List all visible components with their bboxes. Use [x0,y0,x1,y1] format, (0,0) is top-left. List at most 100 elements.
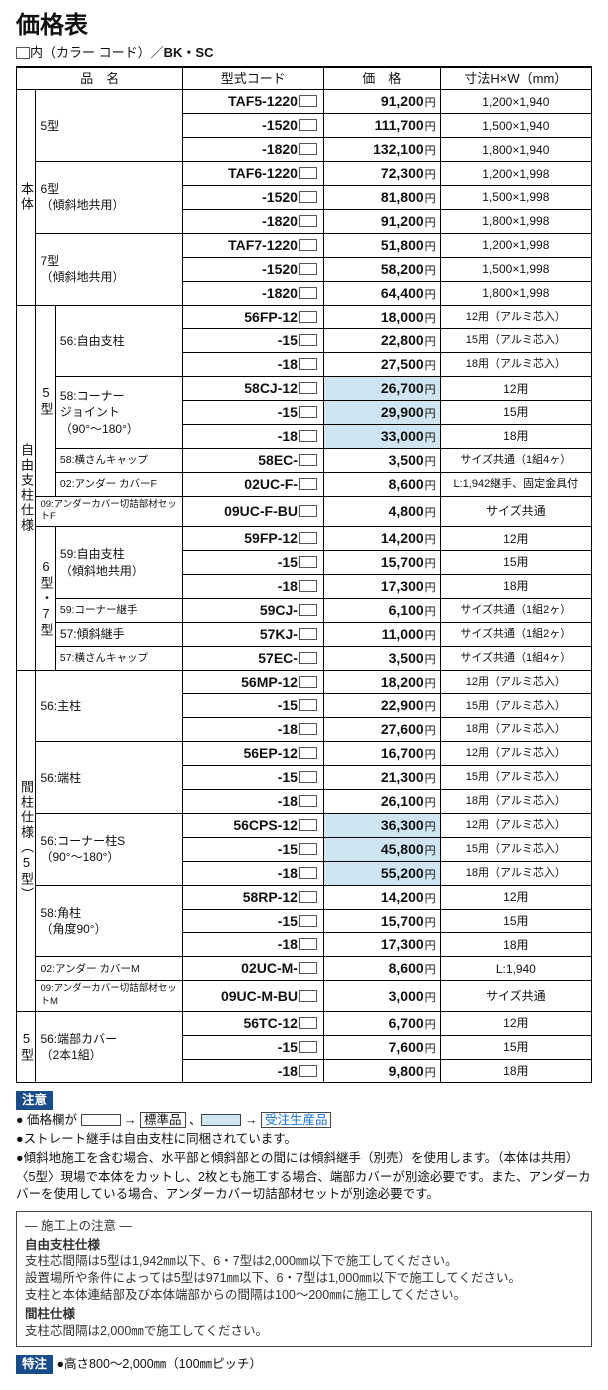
price-cell: 3,500円 [323,448,440,472]
model-code: 58EC- [183,448,324,472]
size-cell: サイズ共通（1組4ヶ） [440,448,591,472]
product-name: 7型（傾斜地共用） [36,233,183,305]
price-cell: 91,200円 [323,209,440,233]
model-code: 56FP-12 [183,305,324,329]
model-code: -15 [183,329,324,353]
table-row: 56:コーナー柱S（90°～180°）56CPS-1236,300円12用（アル… [17,813,592,837]
model-code: -1520 [183,114,324,138]
table-row: 09:アンダーカバー切詰部材セットF09UC-F-BU4,800円サイズ共通 [17,496,592,527]
product-name: 59:コーナー継手 [55,598,183,622]
size-cell: 1,200×1,998 [440,233,591,257]
model-code: -18 [183,718,324,742]
model-code: -1820 [183,281,324,305]
table-header-row: 品 名 型式コード 価 格 寸法H×W（mm） [17,67,592,90]
size-cell: 18用 [440,424,591,448]
model-code: -15 [183,837,324,861]
size-cell: 12用（アルミ芯入） [440,813,591,837]
price-cell: 8,600円 [323,472,440,496]
product-name: 56:コーナー柱S（90°～180°） [36,813,183,885]
page-title: 価格表 [16,10,592,42]
model-code: 57KJ- [183,622,324,646]
size-cell: 15用 [440,1035,591,1059]
size-cell: L:1,942継手、固定金具付 [440,472,591,496]
product-name: 5型 [36,90,183,162]
product-name: 09:アンダーカバー切詰部材セットF [36,496,183,527]
price-cell: 17,300円 [323,933,440,957]
model-code: -1520 [183,257,324,281]
table-row: 7型（傾斜地共用）TAF7-122051,800円1,200×1,998 [17,233,592,257]
col-price: 価 格 [323,67,440,90]
model-code: -15 [183,1035,324,1059]
price-cell: 6,100円 [323,598,440,622]
price-cell: 22,900円 [323,694,440,718]
model-code: -18 [183,933,324,957]
table-row: 58:横さんキャップ58EC-3,500円サイズ共通（1組4ヶ） [17,448,592,472]
size-cell: 12用（アルミ芯入） [440,670,591,694]
size-cell: 12用 [440,1011,591,1035]
price-cell: 111,700円 [323,114,440,138]
subgroup-cell: 6型・7型 [36,527,55,670]
price-cell: 4,800円 [323,496,440,527]
model-code: -1820 [183,209,324,233]
model-code: 59FP-12 [183,527,324,551]
size-cell: 18用（アルミ芯入） [440,861,591,885]
model-code: -18 [183,861,324,885]
model-code: -18 [183,424,324,448]
size-cell: 1,500×1,998 [440,186,591,210]
install-notes: ― 施工上の注意 ― 自由支柱仕様 支柱芯間隔は5型は1,942㎜以下、6・7型… [16,1211,592,1347]
model-code: -18 [183,1059,324,1083]
product-name: 59:自由支柱（傾斜地共用） [55,527,183,599]
price-cell: 22,800円 [323,329,440,353]
size-cell: 15用（アルミ芯入） [440,694,591,718]
table-row: 09:アンダーカバー切詰部材セットM09UC-M-BU3,000円サイズ共通 [17,981,592,1012]
price-cell: 26,700円 [323,377,440,401]
price-cell: 36,300円 [323,813,440,837]
model-code: TAF6-1220 [183,162,324,186]
table-row: 02:アンダー カバーM02UC-M-8,600円L:1,940 [17,957,592,981]
price-cell: 3,500円 [323,646,440,670]
price-cell: 33,000円 [323,424,440,448]
price-cell: 3,000円 [323,981,440,1012]
size-cell: 12用 [440,885,591,909]
table-row: 58:コーナージョイント（90°～180°）58CJ-1226,700円12用 [17,377,592,401]
table-row: 6型・7型59:自由支柱（傾斜地共用）59FP-1214,200円12用 [17,527,592,551]
price-cell: 18,000円 [323,305,440,329]
model-code: 56MP-12 [183,670,324,694]
price-cell: 91,200円 [323,90,440,114]
col-code: 型式コード [183,67,324,90]
size-cell: 1,500×1,940 [440,114,591,138]
price-table: 品 名 型式コード 価 格 寸法H×W（mm） 本体5型TAF5-122091,… [16,67,592,1084]
price-cell: 27,500円 [323,353,440,377]
price-cell: 26,100円 [323,790,440,814]
price-cell: 16,700円 [323,742,440,766]
model-code: -15 [183,694,324,718]
price-cell: 14,200円 [323,885,440,909]
size-cell: 1,200×1,998 [440,162,591,186]
model-code: 58CJ-12 [183,377,324,401]
model-code: TAF7-1220 [183,233,324,257]
price-cell: 8,600円 [323,957,440,981]
size-cell: 18用 [440,1059,591,1083]
size-cell: 15用 [440,401,591,425]
size-cell: 12用 [440,527,591,551]
product-name: 56:端柱 [36,742,183,814]
model-code: -15 [183,909,324,933]
notes-badge: 注意 [16,1091,53,1110]
price-cell: 15,700円 [323,551,440,575]
note-item: 〈5型〉現場で本体をカットし、2枚とも施工する場合、端部カバーが別途必要です。ま… [16,1169,592,1203]
model-code: -18 [183,353,324,377]
price-cell: 45,800円 [323,837,440,861]
group-cell: 本体 [17,90,36,305]
size-cell: 12用（アルミ芯入） [440,305,591,329]
table-row: 57:傾斜継手57KJ-11,000円サイズ共通（1組2ヶ） [17,622,592,646]
size-cell: サイズ共通（1組2ヶ） [440,622,591,646]
price-cell: 81,800円 [323,186,440,210]
table-row: 本体5型TAF5-122091,200円1,200×1,940 [17,90,592,114]
size-cell: 1,800×1,998 [440,209,591,233]
size-cell: 1,800×1,998 [440,281,591,305]
size-cell: 15用 [440,551,591,575]
model-code: TAF5-1220 [183,90,324,114]
model-code: 59CJ- [183,598,324,622]
table-row: 自由支柱仕様5型56:自由支柱56FP-1218,000円12用（アルミ芯入） [17,305,592,329]
size-cell: L:1,940 [440,957,591,981]
